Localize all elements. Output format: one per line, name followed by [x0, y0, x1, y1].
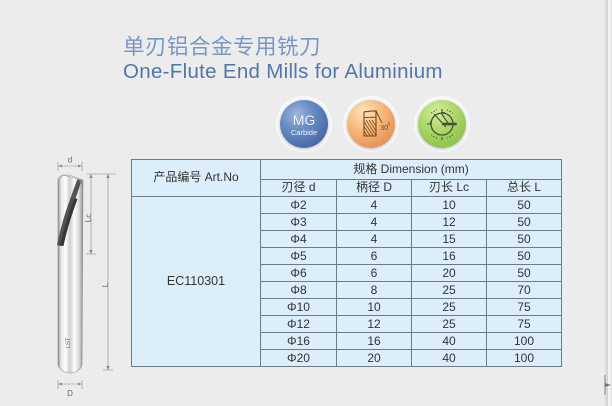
svg-text:o: o	[388, 122, 391, 128]
svg-text:d: d	[68, 156, 72, 165]
svg-text:L: L	[101, 282, 110, 287]
svg-text:Lc: Lc	[84, 214, 93, 222]
svg-text:D: D	[67, 389, 73, 398]
svg-text:LST: LST	[66, 337, 72, 348]
